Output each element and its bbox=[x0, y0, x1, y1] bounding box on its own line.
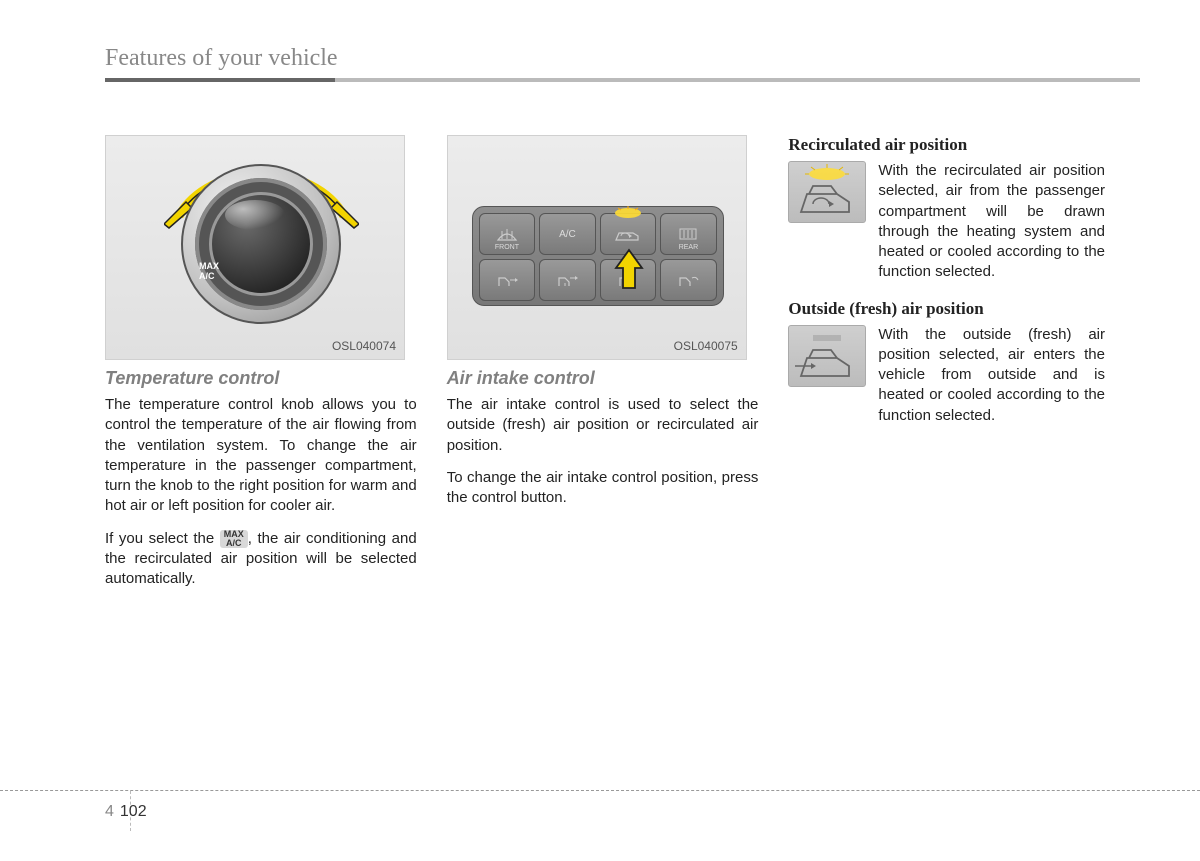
figure-code: OSL040075 bbox=[674, 339, 738, 353]
mode-face-button bbox=[479, 259, 536, 301]
temperature-knob: MAXA/C bbox=[181, 164, 341, 324]
temp-control-heading: Temperature control bbox=[105, 368, 417, 389]
figure-air-intake-panel: FRONT A/C REAR bbox=[447, 135, 747, 360]
page-number: 4102 bbox=[105, 803, 147, 821]
figure-temperature-knob: MAXA/C OSL040074 bbox=[105, 135, 405, 360]
recirculated-heading: Recirculated air position bbox=[788, 135, 1105, 155]
content-area: MAXA/C OSL040074 Temperature control The… bbox=[105, 135, 1105, 601]
page-footer: 4102 bbox=[0, 790, 1200, 791]
outside-air-icon bbox=[788, 325, 866, 387]
header-rule bbox=[105, 78, 1140, 82]
temp-control-paragraph-2: If you select the MAXA/C , the air condi… bbox=[105, 529, 417, 590]
recirculated-block: With the recirculated air position selec… bbox=[788, 161, 1105, 283]
outside-air-heading: Outside (fresh) air position bbox=[788, 299, 1105, 319]
figure-code: OSL040074 bbox=[332, 339, 396, 353]
mode-defrost-floor-button bbox=[660, 259, 717, 301]
rear-defrost-button: REAR bbox=[660, 213, 717, 255]
temp-control-paragraph-1: The temperature control knob allows you … bbox=[105, 395, 417, 517]
air-intake-paragraph-2: To change the air intake control positio… bbox=[447, 468, 759, 509]
recirculated-air-icon bbox=[788, 161, 866, 223]
button-panel: FRONT A/C REAR bbox=[472, 206, 724, 306]
indicator-glow-icon bbox=[613, 206, 643, 220]
page-header: Features of your vehicle bbox=[105, 45, 1140, 82]
air-intake-paragraph-1: The air intake control is used to select… bbox=[447, 395, 759, 456]
outside-air-block: With the outside (fresh) air position se… bbox=[788, 325, 1105, 426]
pointer-arrow-icon bbox=[614, 248, 644, 292]
front-defrost-button: FRONT bbox=[479, 213, 536, 255]
column-3: Recirculated air position With the recir… bbox=[788, 135, 1105, 601]
ac-button: A/C bbox=[539, 213, 596, 255]
mode-bilevel-button bbox=[539, 259, 596, 301]
outside-air-text: With the outside (fresh) air position se… bbox=[878, 325, 1105, 426]
column-1: MAXA/C OSL040074 Temperature control The… bbox=[105, 135, 417, 601]
max-ac-inline-icon: MAXA/C bbox=[220, 530, 248, 548]
column-2: FRONT A/C REAR bbox=[447, 135, 759, 601]
page-title: Features of your vehicle bbox=[105, 45, 1140, 72]
knob-max-ac-label: MAXA/C bbox=[199, 262, 219, 282]
recirculated-text: With the recirculated air position selec… bbox=[878, 161, 1105, 283]
air-intake-heading: Air intake control bbox=[447, 368, 759, 389]
